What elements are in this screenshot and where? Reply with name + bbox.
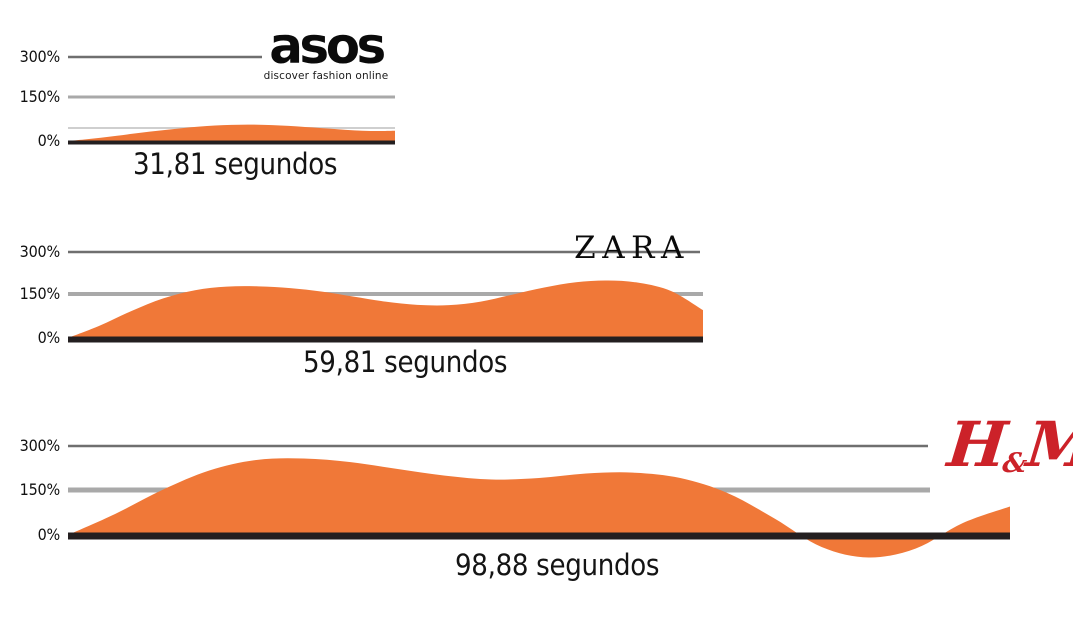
ytick-label-150-zara: 150% [19, 284, 61, 303]
ytick-label-150-hm: 150% [19, 480, 61, 499]
asos-area-chart [68, 55, 395, 145]
area-fill-zara [68, 280, 703, 338]
area-fill-asos [68, 124, 395, 141]
asos-logo-tagline: discover fashion online [263, 70, 389, 82]
ytick-label-0-asos: 0% [37, 131, 61, 150]
asos-logo: asos discover fashion online [252, 17, 400, 85]
ytick-label-0-zara: 0% [37, 328, 61, 347]
caption-zara: 59,81 segundos [303, 345, 508, 379]
ytick-label-300-zara: 300% [19, 242, 61, 261]
ytick-label-300-hm: 300% [19, 436, 61, 455]
hm-logo: H&M [944, 408, 1073, 499]
area-fill-hm-positive [68, 458, 1010, 558]
hm-logo-wordmark: H&M [944, 408, 1073, 481]
caption-hm: 98,88 segundos [455, 548, 660, 582]
caption-asos: 31,81 segundos [133, 147, 338, 181]
asos-logo-wordmark: asos [269, 17, 386, 75]
ytick-label-0-hm: 0% [37, 525, 61, 544]
ytick-label-150-asos: 150% [19, 87, 61, 106]
ytick-label-300-asos: 300% [19, 47, 61, 66]
zara-logo: ZARA [574, 230, 690, 266]
